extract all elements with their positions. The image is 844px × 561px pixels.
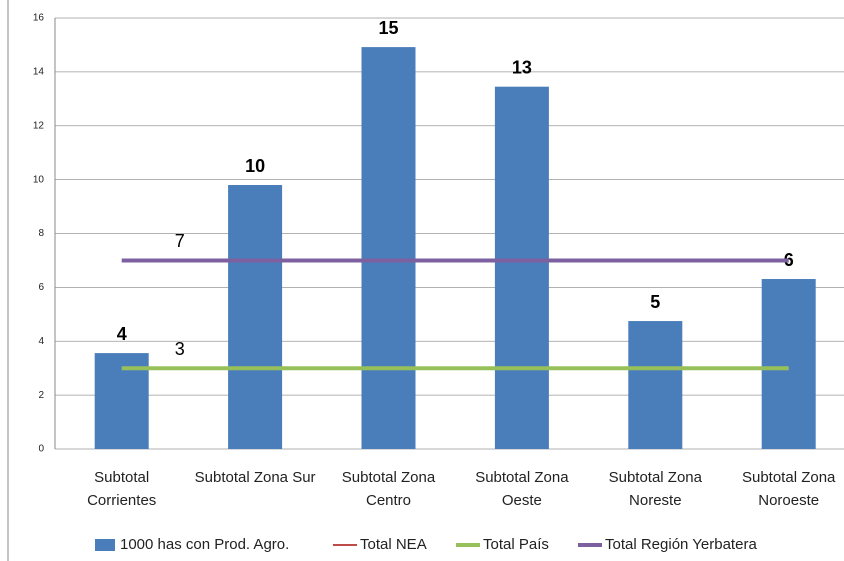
legend-swatch — [95, 539, 115, 551]
legend-label: Total Región Yerbatera — [605, 536, 757, 553]
y-tick-label: 6 — [38, 282, 44, 293]
x-tick-label: Centro — [366, 492, 411, 509]
legend-label: Total NEA — [360, 536, 427, 553]
value-label: 5 — [650, 292, 660, 312]
y-tick-label: 10 — [33, 174, 45, 185]
y-tick-label: 2 — [38, 390, 44, 401]
value-label: 15 — [378, 18, 398, 38]
y-tick-label: 12 — [33, 120, 45, 131]
x-tick-label: Subtotal Zona — [742, 469, 836, 486]
x-tick-label: Subtotal Zona Sur — [195, 469, 316, 486]
x-tick-label: Oeste — [502, 492, 542, 509]
y-tick-label: 0 — [38, 444, 44, 455]
value-label: 13 — [512, 57, 532, 77]
x-tick-label: Subtotal Zona — [342, 469, 436, 486]
legend-label: 1000 has con Prod. Agro. — [120, 536, 289, 553]
bar — [628, 321, 683, 449]
y-tick-label: 8 — [38, 228, 44, 239]
x-tick-label: Subtotal Zona — [609, 469, 703, 486]
x-tick-label: Noreste — [629, 492, 682, 509]
bar — [494, 86, 549, 450]
bar — [761, 279, 816, 449]
x-tick-label: Corrientes — [87, 492, 156, 509]
bar — [228, 185, 283, 449]
bar — [361, 47, 416, 449]
x-tick-label: Noroeste — [758, 492, 819, 509]
y-tick-label: 16 — [33, 13, 45, 24]
value-label: 7 — [175, 231, 185, 251]
value-label: 3 — [175, 339, 185, 359]
x-tick-label: Subtotal — [94, 469, 149, 486]
value-label: 4 — [117, 324, 127, 344]
x-tick-label: Subtotal Zona — [475, 469, 569, 486]
legend-label: Total País — [483, 536, 549, 553]
value-label: 10 — [245, 156, 265, 176]
y-tick-label: 14 — [33, 67, 45, 78]
y-tick-label: 4 — [38, 336, 44, 347]
